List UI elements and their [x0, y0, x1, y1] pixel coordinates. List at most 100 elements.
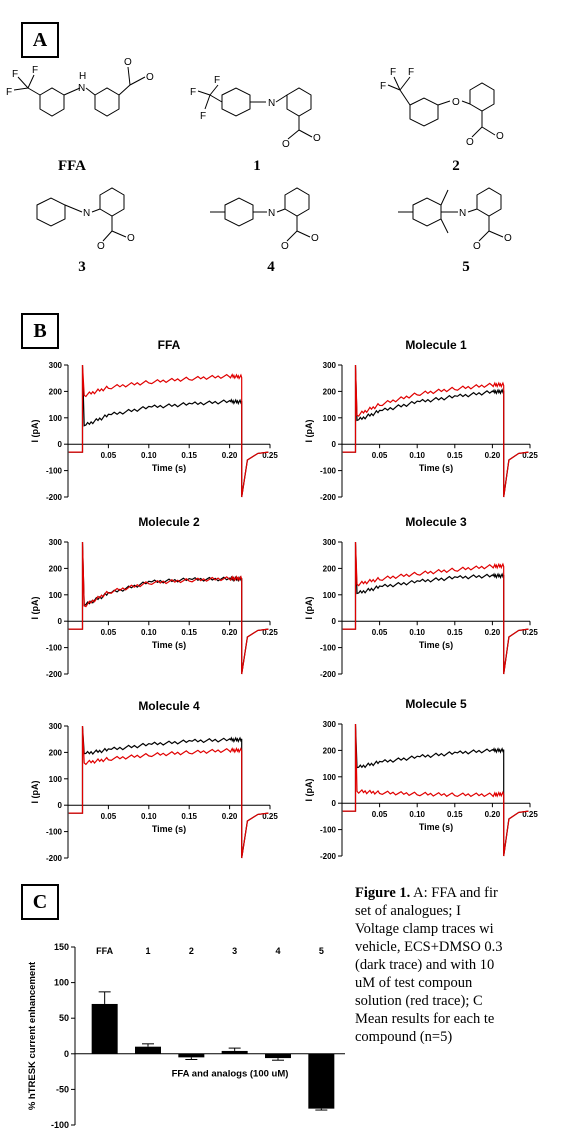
molecule-label-5: 5: [462, 259, 470, 275]
y-tick-label: -50: [56, 1084, 69, 1094]
structure-3: [36, 187, 127, 242]
atom-label: O: [313, 133, 321, 144]
x-tick-label: 0.05: [101, 812, 117, 821]
x-tick-label: 0.15: [447, 810, 463, 819]
chart-title: Molecule 3: [405, 515, 467, 529]
atom-label: F: [190, 87, 196, 98]
y-tick-label: 0: [64, 1049, 69, 1059]
x-tick-label: 0.05: [101, 628, 117, 637]
figure-caption: Figure 1. A: FFA and fir set of analogue…: [355, 884, 565, 1046]
x-tick-label: 0.20: [485, 628, 501, 637]
caption-line: set of analogues; I: [355, 903, 461, 919]
atom-label: O: [466, 137, 474, 148]
x-tick-label: 0.10: [409, 810, 425, 819]
trace-chart-molecule-4: Molecule 4 300 200 100 0 -100 -200 0.05 0.10 0.15…: [30, 699, 278, 863]
y-axis-label: I (pA): [304, 597, 314, 620]
trace-chart-molecule-5: Molecule 5 300 200 100 0 -100 -200 0.05 0.10 0.15…: [304, 697, 538, 861]
y-tick-label: -100: [46, 467, 63, 476]
y-tick-label: -200: [46, 670, 63, 679]
y-tick-label: -200: [320, 670, 337, 679]
y-tick-label: -200: [320, 493, 337, 502]
atom-label: F: [32, 65, 38, 76]
atom-label: N: [83, 208, 90, 219]
y-tick-label: 200: [323, 387, 337, 396]
y-axis-label: I (pA): [30, 420, 40, 443]
atom-label: O: [473, 241, 481, 252]
x-tick-label: 0.05: [372, 628, 388, 637]
control-trace: [342, 364, 529, 498]
y-tick-label: 0: [58, 801, 63, 810]
atom-label: N: [268, 208, 275, 219]
category-label: 1: [145, 946, 150, 956]
structure-2: [387, 76, 496, 138]
bar: [178, 1053, 205, 1058]
trace-chart-molecule-3: Molecule 3 300 200 100 0 -100 -200 0.05 0.10 0.15…: [304, 515, 538, 679]
y-tick-label: 100: [323, 591, 337, 600]
category-label: 3: [232, 946, 237, 956]
x-tick-label: 0.25: [262, 628, 278, 637]
x-tick-label: 0.15: [181, 812, 197, 821]
x-tick-label: 0.25: [262, 451, 278, 460]
atom-label: F: [390, 67, 396, 78]
atom-label: O: [146, 72, 154, 83]
chart-title: FFA: [158, 338, 181, 352]
molecule-label-ffa: FFA: [57, 158, 87, 174]
x-axis-label: Time (s): [152, 824, 186, 834]
bar: [221, 1050, 248, 1054]
atom-label: O: [124, 57, 132, 68]
x-tick-label: 0.20: [222, 451, 238, 460]
atom-label: O: [311, 233, 319, 244]
x-tick-label: 0.05: [372, 810, 388, 819]
chart-title: Molecule 2: [138, 515, 200, 529]
y-axis-label: I (pA): [30, 597, 40, 620]
molecule-structures: F F F N H O O F F F N O O F F F O O O N …: [6, 57, 512, 252]
atom-label: F: [214, 75, 220, 86]
atom-label: N: [459, 208, 466, 219]
structure-4: [210, 187, 311, 242]
bar: [91, 1003, 118, 1054]
y-tick-label: -100: [320, 644, 337, 653]
caption-line: A: FFA and fir: [413, 885, 498, 901]
compound-trace: [68, 541, 269, 675]
x-tick-label: 0.05: [372, 451, 388, 460]
category-label: 5: [319, 946, 324, 956]
y-tick-label: 100: [49, 414, 63, 423]
chart-title: Molecule 4: [138, 699, 200, 713]
x-tick-label: 0.10: [409, 628, 425, 637]
y-tick-label: 100: [54, 978, 69, 988]
x-tick-label: 0.25: [262, 812, 278, 821]
y-tick-label: 200: [323, 746, 337, 755]
y-tick-label: 150: [54, 942, 69, 952]
trace-chart-molecule-2: Molecule 2 300 200 100 0 -100 -200 0.05 0.10 0.15…: [30, 515, 278, 679]
y-tick-label: 300: [323, 720, 337, 729]
category-label: 2: [189, 946, 194, 956]
bar: [265, 1053, 291, 1059]
y-tick-label: 100: [323, 414, 337, 423]
y-tick-label: 0: [332, 440, 337, 449]
atom-label: F: [6, 87, 12, 98]
y-tick-label: 100: [49, 591, 63, 600]
x-axis-label: Time (s): [419, 822, 453, 832]
caption-line: uM of test compoun: [355, 975, 473, 991]
x-tick-label: 0.15: [447, 451, 463, 460]
x-tick-label: 0.15: [181, 628, 197, 637]
y-axis-label: I (pA): [304, 779, 314, 802]
caption-line: solution (red trace); C: [355, 993, 483, 1009]
y-tick-label: 200: [49, 564, 63, 573]
y-tick-label: 300: [49, 722, 63, 731]
atom-label: F: [408, 67, 414, 78]
atom-label: F: [380, 81, 386, 92]
y-axis-label: I (pA): [304, 420, 314, 443]
y-tick-label: 300: [323, 361, 337, 370]
x-axis-label: Time (s): [152, 463, 186, 473]
control-trace: [342, 541, 529, 675]
caption-line: Mean results for each te: [355, 1011, 495, 1027]
y-tick-label: 50: [59, 1013, 69, 1023]
y-tick-label: -100: [46, 828, 63, 837]
y-tick-label: 100: [49, 775, 63, 784]
y-tick-label: 200: [49, 387, 63, 396]
trace-chart-ffa: FFA 300 200 100 0 -100 -200 0.05 0.10 0.15 0.20 0.2…: [30, 338, 278, 502]
bar: [308, 1053, 335, 1109]
y-tick-label: 100: [323, 773, 337, 782]
atom-label: O: [97, 241, 105, 252]
